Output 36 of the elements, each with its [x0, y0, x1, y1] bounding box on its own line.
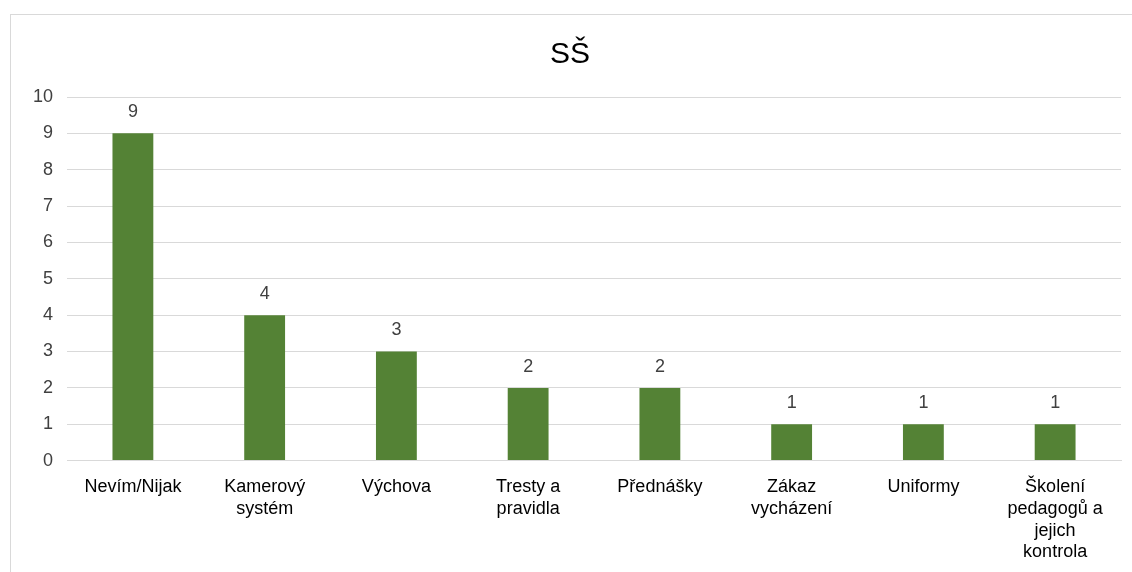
- x-tick-label: Výchova: [361, 476, 432, 497]
- x-tick-label: Školení pedagogů a jejich kontrola: [1007, 475, 1104, 562]
- bar: [902, 424, 944, 461]
- x-tick-label: Nevím/Nijak: [84, 476, 183, 497]
- bar: [375, 351, 417, 461]
- bar: [639, 387, 681, 461]
- bar: [507, 387, 549, 461]
- data-label: 1: [918, 392, 929, 413]
- x-tick-label: Tresty a pravidla: [495, 476, 562, 518]
- data-label: 1: [786, 392, 797, 413]
- bar: [112, 133, 154, 461]
- chart-title: SŠ: [549, 36, 591, 70]
- x-tick-label: Zákaz vycházení: [751, 476, 833, 518]
- y-tick-label: 9: [43, 122, 54, 143]
- data-label: 2: [654, 355, 665, 376]
- x-tick-label: Kamerový systém: [224, 476, 306, 518]
- y-tick-label: 7: [43, 195, 54, 216]
- y-tick-label: 0: [43, 449, 54, 470]
- data-label: 1: [1050, 392, 1061, 413]
- x-tick-label: Přednášky: [617, 476, 703, 497]
- y-tick-label: 3: [43, 340, 54, 361]
- y-tick-label: 6: [43, 231, 54, 252]
- data-label: 4: [259, 283, 270, 304]
- y-tick-label: 5: [43, 267, 54, 288]
- bar: [1034, 424, 1076, 461]
- bar: [244, 315, 286, 461]
- y-tick-label: 4: [43, 304, 54, 325]
- y-tick-label: 1: [43, 413, 54, 434]
- y-tick-label: 8: [43, 158, 54, 179]
- y-tick-label: 10: [32, 85, 54, 106]
- data-label: 3: [391, 319, 402, 340]
- data-label: 9: [127, 101, 138, 122]
- bar: [771, 424, 813, 461]
- y-tick-label: 2: [43, 376, 54, 397]
- data-label: 2: [523, 355, 534, 376]
- x-tick-label: Uniformy: [887, 476, 960, 497]
